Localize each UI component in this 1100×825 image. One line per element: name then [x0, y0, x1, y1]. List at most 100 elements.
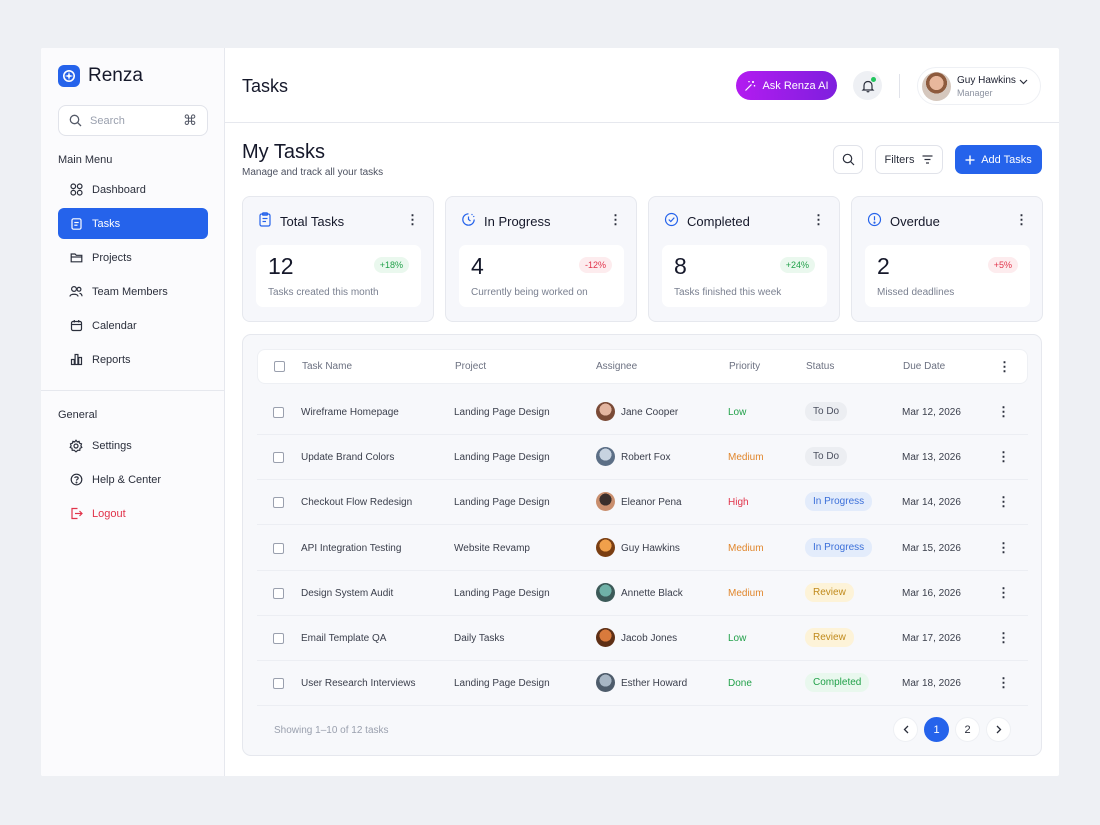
more-options-icon[interactable]: ⋮ [997, 494, 1010, 510]
avatar [922, 71, 951, 101]
project-name: Landing Page Design [454, 497, 550, 509]
more-options-icon[interactable]: ⋮ [997, 675, 1010, 691]
more-options-icon[interactable]: ⋮ [997, 630, 1010, 645]
priority-label: High [728, 497, 749, 509]
stat-change-badge: +18% [373, 257, 409, 273]
sidebar-item-tasks[interactable]: Tasks [58, 208, 208, 239]
row-checkbox[interactable] [273, 452, 284, 464]
table-row[interactable]: API Integration Testing Website Revamp G… [257, 526, 1028, 571]
status-badge: To Do [805, 447, 848, 467]
pagination-summary: Showing 1–10 of 12 tasks [274, 725, 389, 736]
sidebar-item-label: Help & Center [92, 473, 162, 486]
column-header[interactable]: Priority [729, 361, 761, 372]
status-badge: Completed [805, 673, 870, 693]
sidebar-item-projects[interactable]: Projects [58, 242, 208, 273]
column-header[interactable]: Assignee [596, 361, 638, 372]
due-date: Mar 14, 2026 [902, 497, 961, 509]
priority-label: Medium [728, 452, 764, 464]
column-header[interactable]: Project [455, 361, 487, 372]
notification-dot [871, 77, 876, 82]
row-checkbox[interactable] [273, 587, 284, 599]
tasks-table: Task Name Project Assignee Priority Stat… [242, 334, 1042, 756]
table-row[interactable]: Email Template QA Daily Tasks Jacob Jone… [257, 616, 1028, 661]
due-date: Mar 16, 2026 [902, 587, 961, 599]
row-checkbox[interactable] [273, 542, 284, 554]
chevron-down-icon [1019, 77, 1028, 88]
assignee-name: Esther Howard [621, 678, 688, 690]
top-bar: Tasks Ask Renza AI Guy Hawkins Manager [225, 48, 1059, 123]
chevron-left-icon [903, 725, 908, 734]
prev-page-button[interactable] [893, 717, 918, 742]
sidebar-item-dashboard[interactable]: Dashboard [58, 174, 208, 205]
clock-icon [461, 212, 476, 230]
more-options-icon[interactable]: ⋮ [1015, 212, 1028, 227]
stat-description: Missed deadlines [877, 287, 955, 298]
sidebar-item-help-center[interactable]: Help & Center [58, 464, 208, 495]
page-button[interactable]: 2 [955, 717, 980, 742]
more-options-icon[interactable]: ⋮ [997, 584, 1010, 600]
avatar [596, 447, 615, 467]
table-row[interactable]: Wireframe Homepage Landing Page Design J… [257, 390, 1028, 435]
assignee-name: Jane Cooper [621, 407, 679, 418]
more-options-icon[interactable]: ⋮ [997, 539, 1010, 555]
notifications-button[interactable] [853, 71, 882, 100]
stat-card-total-tasks: Total Tasks ⋮ 12 +18% Tasks created this… [242, 196, 434, 322]
stat-card-in-progress: In Progress ⋮ 4 -12% Currently being wor… [445, 196, 637, 322]
row-checkbox[interactable] [273, 497, 284, 509]
column-header[interactable]: Due Date [903, 361, 946, 372]
sidebar-item-settings[interactable]: Settings [58, 430, 208, 461]
table-row[interactable]: Checkout Flow Redesign Landing Page Desi… [257, 480, 1028, 526]
sidebar-item-label: Logout [92, 507, 126, 520]
next-page-button[interactable] [986, 717, 1011, 742]
table-row[interactable]: User Research Interviews Landing Page De… [257, 661, 1028, 707]
ask-ai-button[interactable]: Ask Renza AI [736, 71, 837, 100]
calendar-icon [69, 319, 83, 333]
assignee-name: Annette Black [621, 587, 683, 599]
search-input[interactable]: Search ⌘ [58, 105, 208, 136]
column-header[interactable]: Status [806, 361, 835, 372]
status-badge: Review [805, 582, 854, 602]
priority-label: Medium [728, 542, 764, 554]
chevron-right-icon [996, 725, 1001, 734]
task-name: Checkout Flow Redesign [301, 497, 413, 509]
grid-icon [69, 183, 83, 197]
row-checkbox[interactable] [273, 633, 284, 644]
row-checkbox[interactable] [273, 407, 284, 418]
avatar [596, 402, 615, 421]
logo[interactable]: Renza [58, 65, 143, 87]
stat-title: Overdue [890, 213, 940, 229]
more-options-icon[interactable]: ⋮ [998, 359, 1011, 374]
sidebar-item-logout[interactable]: Logout [58, 498, 208, 529]
table-row[interactable]: Update Brand Colors Landing Page Design … [257, 435, 1028, 481]
main-content: Tasks Ask Renza AI Guy Hawkins Manager M… [225, 48, 1059, 776]
more-options-icon[interactable]: ⋮ [997, 449, 1010, 465]
more-options-icon[interactable]: ⋮ [812, 212, 825, 227]
sidebar-item-calendar[interactable]: Calendar [58, 310, 208, 341]
status-badge: Review [805, 628, 854, 647]
sidebar-item-team-members[interactable]: Team Members [58, 276, 208, 307]
stat-description: Currently being worked on [471, 287, 588, 298]
stat-change-badge: -12% [578, 257, 612, 273]
more-options-icon[interactable]: ⋮ [997, 404, 1010, 419]
stat-change-badge: +24% [779, 257, 815, 273]
search-button[interactable] [833, 145, 863, 174]
avatar [596, 673, 615, 693]
column-header[interactable]: Task Name [302, 361, 353, 372]
sidebar-item-reports[interactable]: Reports [58, 344, 208, 375]
filters-button[interactable]: Filters [875, 145, 943, 174]
user-menu[interactable]: Guy Hawkins Manager [917, 67, 1041, 105]
select-all-checkbox[interactable] [274, 361, 285, 372]
add-tasks-button[interactable]: Add Tasks [955, 145, 1042, 174]
user-role: Manager [957, 87, 993, 98]
sidebar: Renza Search ⌘ Main Menu Dashboard Tasks… [41, 48, 225, 776]
general-label: General [58, 409, 98, 421]
table-row[interactable]: Design System Audit Landing Page Design … [257, 571, 1028, 616]
more-options-icon[interactable]: ⋮ [609, 212, 622, 227]
magic-wand-icon [745, 80, 756, 91]
page-button[interactable]: 1 [924, 717, 949, 742]
more-options-icon[interactable]: ⋮ [406, 212, 419, 227]
sidebar-item-label: Tasks [92, 217, 121, 230]
assignee-name: Eleanor Pena [621, 497, 682, 509]
sidebar-item-label: Projects [92, 251, 132, 264]
row-checkbox[interactable] [273, 678, 284, 690]
